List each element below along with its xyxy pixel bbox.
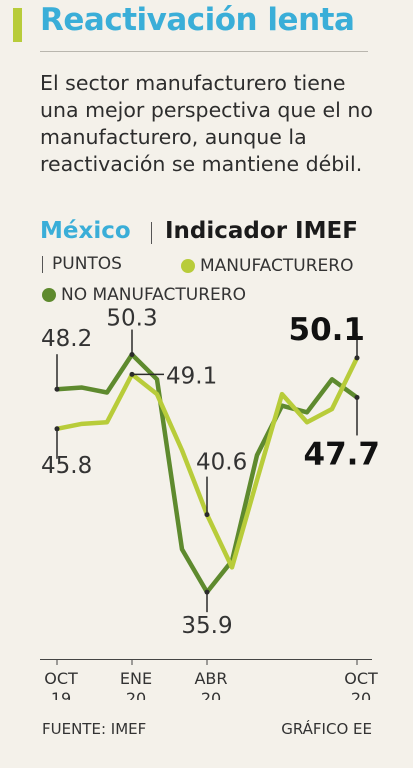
line-chart: 48.245.850.349.140.635.950.147.7OCT19ENE… bbox=[41, 306, 381, 700]
title-divider bbox=[40, 51, 368, 52]
legend-no-manufacturero-label: NO MANUFACTURERO bbox=[61, 285, 246, 305]
country-label: México bbox=[40, 218, 131, 244]
data-point-50-1 bbox=[354, 355, 360, 361]
legend-manufacturero-label: MANUFACTURERO bbox=[200, 256, 354, 276]
units-label: PUNTOS bbox=[52, 254, 122, 274]
data-point-40-6 bbox=[204, 512, 210, 518]
x-tick-label-year: 19 bbox=[51, 689, 71, 700]
legend-manufacturero: MANUFACTURERO bbox=[181, 256, 353, 276]
legend-no-manufacturero-dot bbox=[42, 288, 56, 302]
title-accent-bar bbox=[13, 8, 22, 42]
data-label-35-9: 35.9 bbox=[181, 613, 232, 639]
data-point-48-2 bbox=[54, 386, 60, 392]
data-point-35-9 bbox=[204, 589, 210, 595]
indicator-label: Indicador IMEF bbox=[165, 218, 358, 244]
data-label-50-1: 50.1 bbox=[289, 312, 366, 348]
x-axis-line bbox=[40, 659, 372, 660]
data-label-47-7: 47.7 bbox=[304, 436, 381, 472]
data-point-45-8 bbox=[54, 426, 60, 432]
x-tick-label-month: OCT bbox=[344, 669, 378, 688]
data-point-50-3 bbox=[129, 352, 135, 358]
chart-subtitle: El sector manufacturero tiene una mejor … bbox=[40, 71, 373, 176]
graphic-credit: GRÁFICO EE bbox=[281, 720, 372, 738]
x-tick-label-year: 20 bbox=[201, 689, 221, 700]
units-marker bbox=[42, 256, 43, 273]
x-tick-label-month: ENE bbox=[120, 669, 152, 688]
data-point-49-1 bbox=[129, 371, 135, 377]
chart-title: Reactivación lenta bbox=[40, 2, 355, 38]
x-tick-label-month: OCT bbox=[44, 669, 78, 688]
legend-manufacturero-dot bbox=[181, 259, 195, 273]
data-label-40-6: 40.6 bbox=[196, 450, 247, 476]
data-point-47-7 bbox=[354, 394, 360, 400]
data-label-45-8: 45.8 bbox=[41, 453, 92, 479]
source-note: FUENTE: IMEF bbox=[42, 720, 147, 738]
data-label-49-1: 49.1 bbox=[166, 363, 217, 389]
x-tick-label-year: 20 bbox=[126, 689, 146, 700]
legend-no-manufacturero: NO MANUFACTURERO bbox=[42, 285, 246, 305]
x-tick-label-month: ABR bbox=[194, 669, 227, 688]
data-label-48-2: 48.2 bbox=[41, 326, 92, 352]
x-tick-label-year: 20 bbox=[351, 689, 371, 700]
data-label-50-3: 50.3 bbox=[106, 306, 157, 332]
label-separator bbox=[151, 222, 152, 244]
